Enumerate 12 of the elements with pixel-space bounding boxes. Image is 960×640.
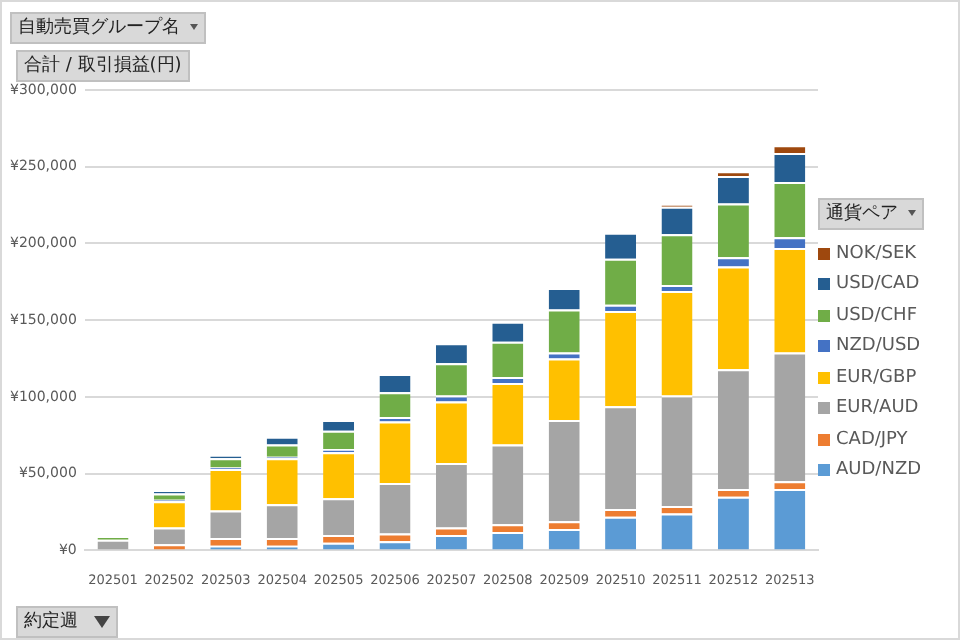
legend-title: 通貨ペア — [826, 204, 898, 224]
legend-label: EUR/AUD — [836, 398, 919, 419]
legend-label: NOK/SEK — [836, 243, 917, 264]
legend-label: EUR/GBP — [836, 367, 917, 388]
legend-label: USD/CAD — [836, 274, 920, 295]
legend-label: USD/CHF — [836, 305, 917, 326]
legend-label: NZD/USD — [836, 336, 921, 357]
legend-label: CAD/JPY — [836, 429, 908, 450]
y-axis-title: 合計 / 取引損益(円) — [16, 50, 190, 82]
legend-label: AUD/NZD — [836, 460, 922, 481]
text: 自動売買グループ名 — [18, 18, 180, 38]
x-axis-title: 約定週 — [24, 612, 78, 632]
